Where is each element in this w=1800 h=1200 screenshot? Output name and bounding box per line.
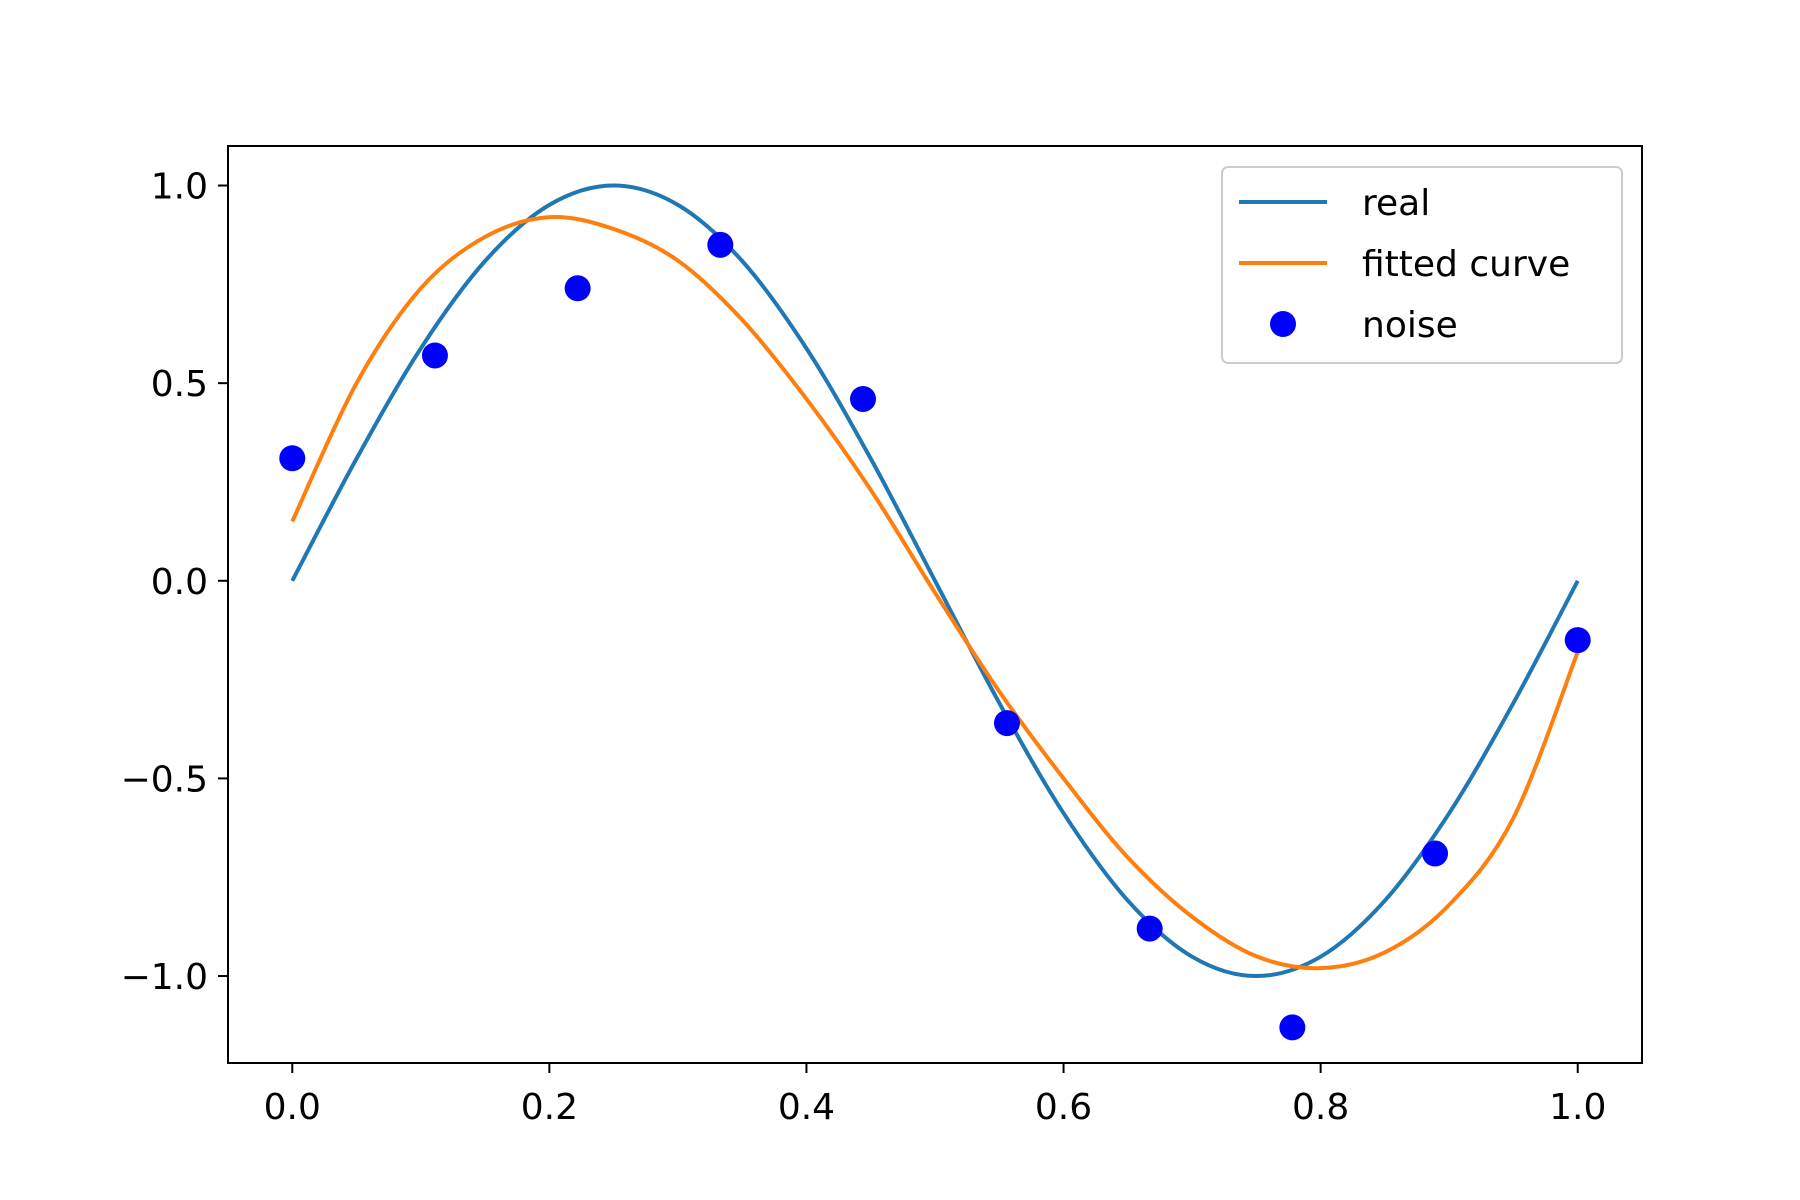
legend: real fitted curve noise [1221, 166, 1623, 364]
x-tick-label: 0.0 [264, 1087, 321, 1128]
axes-frame [227, 145, 1643, 1064]
series-line-real [290, 183, 1580, 979]
data-point-noise [279, 445, 306, 472]
x-tick-label: 1.0 [1549, 1087, 1606, 1128]
y-tick-label: −1.0 [121, 957, 208, 998]
data-point-noise [707, 231, 734, 258]
data-point-noise [564, 275, 591, 302]
legend-label-noise: noise [1362, 305, 1458, 346]
legend-box [1221, 166, 1623, 364]
x-tick-label: 0.4 [778, 1087, 835, 1128]
y-axis: 1.0 0.5 0.0 −0.5 −1.0 [121, 167, 228, 998]
y-tick-label: 0.5 [151, 364, 208, 405]
legend-swatch-noise [1270, 311, 1296, 337]
x-axis: 0.0 0.2 0.4 0.6 0.8 1.0 [264, 1063, 1606, 1128]
data-point-noise [1422, 840, 1449, 867]
y-tick-label: 1.0 [151, 167, 208, 208]
legend-label-real: real [1362, 183, 1430, 224]
data-point-noise [421, 342, 448, 369]
plot-area [279, 183, 1591, 1041]
data-point-noise [1279, 1014, 1306, 1041]
x-tick-label: 0.6 [1035, 1087, 1092, 1128]
data-point-noise [850, 385, 877, 412]
y-tick-label: 0.0 [151, 562, 208, 603]
x-tick-label: 0.8 [1292, 1087, 1349, 1128]
legend-label-fitted-curve: fitted curve [1362, 244, 1570, 285]
series-line-fitted-curve [290, 214, 1580, 971]
y-tick-label: −0.5 [121, 759, 208, 800]
data-point-noise [993, 710, 1020, 737]
x-tick-label: 0.2 [521, 1087, 578, 1128]
data-point-noise [1564, 627, 1591, 654]
data-point-noise [1136, 915, 1163, 942]
